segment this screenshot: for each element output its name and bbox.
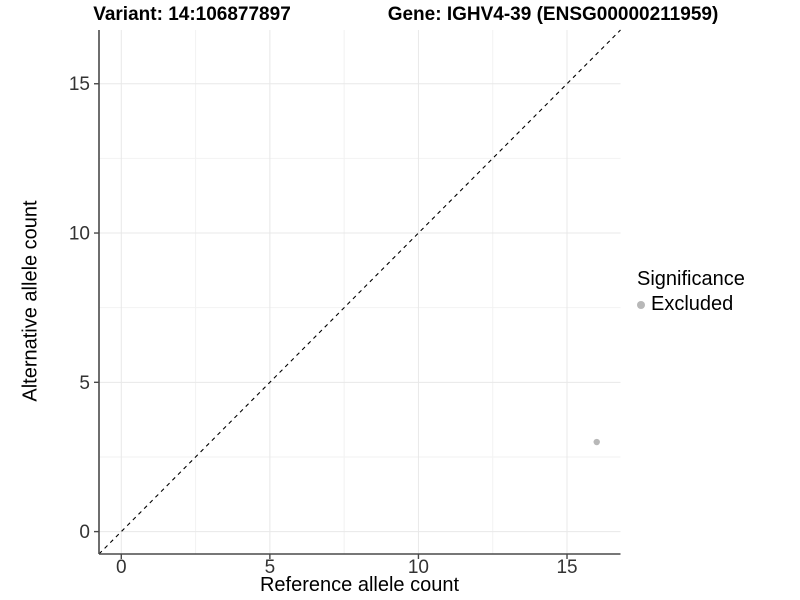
x-tick-label: 10 xyxy=(408,557,429,578)
y-axis-title: Alternative allele count xyxy=(19,200,42,402)
legend-items: Excluded xyxy=(637,293,745,316)
legend-item: Excluded xyxy=(637,293,745,316)
y-tick-label: 5 xyxy=(79,373,90,394)
data-point xyxy=(593,438,600,446)
gene-title: Gene: IGHV4-39 (ENSG00000211959) xyxy=(387,4,719,25)
x-tick-label: 15 xyxy=(556,557,577,578)
x-axis-title: Reference allele count xyxy=(259,574,459,596)
y-tick-label: 10 xyxy=(69,224,90,245)
x-tick-label: 5 xyxy=(265,557,276,578)
y-tick-label: 15 xyxy=(69,74,90,95)
legend-title: Significance xyxy=(637,268,745,290)
legend: Significance Excluded xyxy=(637,268,745,316)
y-tick-label: 0 xyxy=(79,522,90,543)
legend-item-label: Excluded xyxy=(651,293,734,315)
legend-key-dot-icon xyxy=(637,300,645,309)
identity-reference-line xyxy=(98,29,621,555)
x-tick-label: 0 xyxy=(116,557,127,578)
variant-title: Variant: 14:106877897 xyxy=(93,4,291,25)
